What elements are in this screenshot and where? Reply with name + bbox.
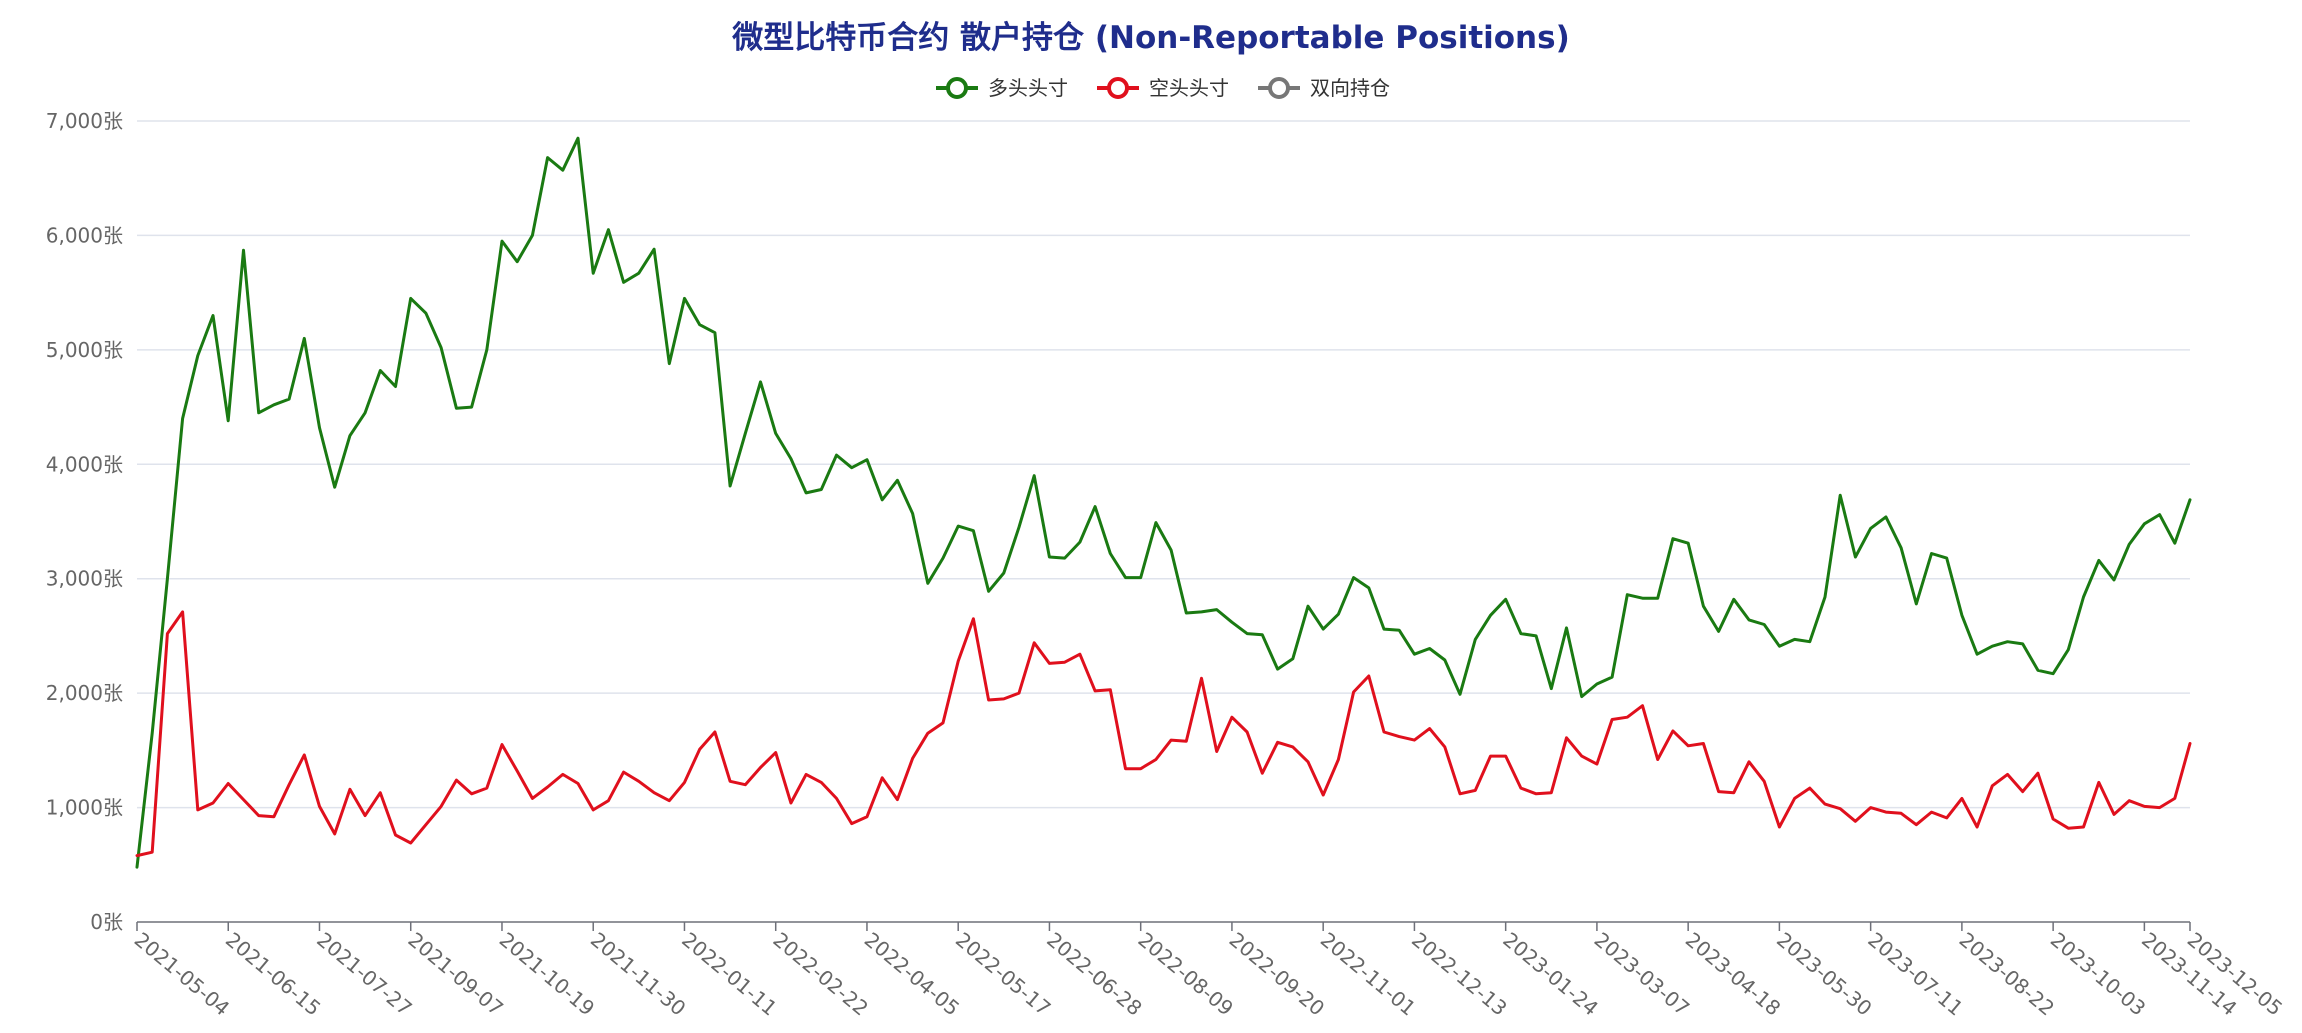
y-tick-label: 4,000张 [46,452,123,476]
legend-marker-icon [1107,77,1129,99]
x-tick-label: 2022-06-28 [1042,927,1146,1020]
legend-label: 双向持仓 [1310,76,1390,100]
chart-title: 微型比特币合约 散户持仓 (Non-Reportable Positions) [731,20,1570,56]
x-tick-label: 2022-09-20 [1225,927,1329,1020]
x-tick-label: 2021-10-19 [495,927,599,1020]
x-tick-label: 2023-08-22 [1955,927,2059,1020]
x-tick-label: 2023-07-11 [1863,927,1967,1020]
x-tick-label: 2022-11-01 [1316,927,1420,1020]
x-axis: 2021-05-042021-06-152021-07-272021-09-07… [130,921,2287,1021]
grid [137,120,2190,809]
legend-item[interactable]: 空头头寸 [1097,76,1229,100]
legend-label: 空头头寸 [1149,76,1229,100]
x-tick-label: 2021-06-15 [221,927,325,1020]
y-tick-label: 3,000张 [46,567,123,591]
y-tick-label: 7,000张 [46,109,123,133]
y-tick-label: 0张 [90,910,123,934]
x-tick-label: 2021-05-04 [130,927,234,1020]
y-tick-label: 1,000张 [46,796,123,820]
x-tick-label: 2022-12-13 [1407,927,1511,1020]
y-axis: 0张 1,000张 2,000张 3,000张 4,000张 5,000张 6,000张 7,… [46,109,123,934]
legend-label: 多头头寸 [988,76,1068,100]
x-tick-label: 2023-01-24 [1498,927,1602,1020]
legend-item[interactable]: 双向持仓 [1258,76,1390,100]
x-tick-label: 2022-01-11 [677,927,781,1020]
legend-marker-icon [946,77,968,99]
x-tick-label: 2021-07-27 [312,927,416,1020]
x-tick-label: 2021-11-30 [586,927,690,1020]
series-line-1 [135,610,2192,858]
x-tick-label: 2023-03-07 [1590,927,1694,1020]
x-tick-label: 2022-04-05 [860,927,964,1020]
y-tick-label: 2,000张 [46,681,123,705]
x-tick-label: 2022-02-22 [768,927,872,1020]
series-line-0 [135,136,2192,869]
x-tick-label: 2023-10-03 [2046,927,2150,1020]
x-tick-label: 2023-04-18 [1681,927,1785,1020]
legend: 多头头寸 空头头寸 双向持仓 [936,76,1390,100]
x-tick-label: 2021-09-07 [404,927,508,1020]
x-tick-label: 2022-08-09 [1133,927,1237,1020]
y-tick-label: 5,000张 [46,338,123,362]
x-tick-label: 2022-05-17 [951,927,1055,1020]
y-tick-label: 6,000张 [46,223,123,247]
x-tick-label: 2023-05-30 [1772,927,1876,1020]
legend-marker-icon [1268,77,1290,99]
series-layer [135,136,2192,869]
legend-item[interactable]: 多头头寸 [936,76,1068,100]
